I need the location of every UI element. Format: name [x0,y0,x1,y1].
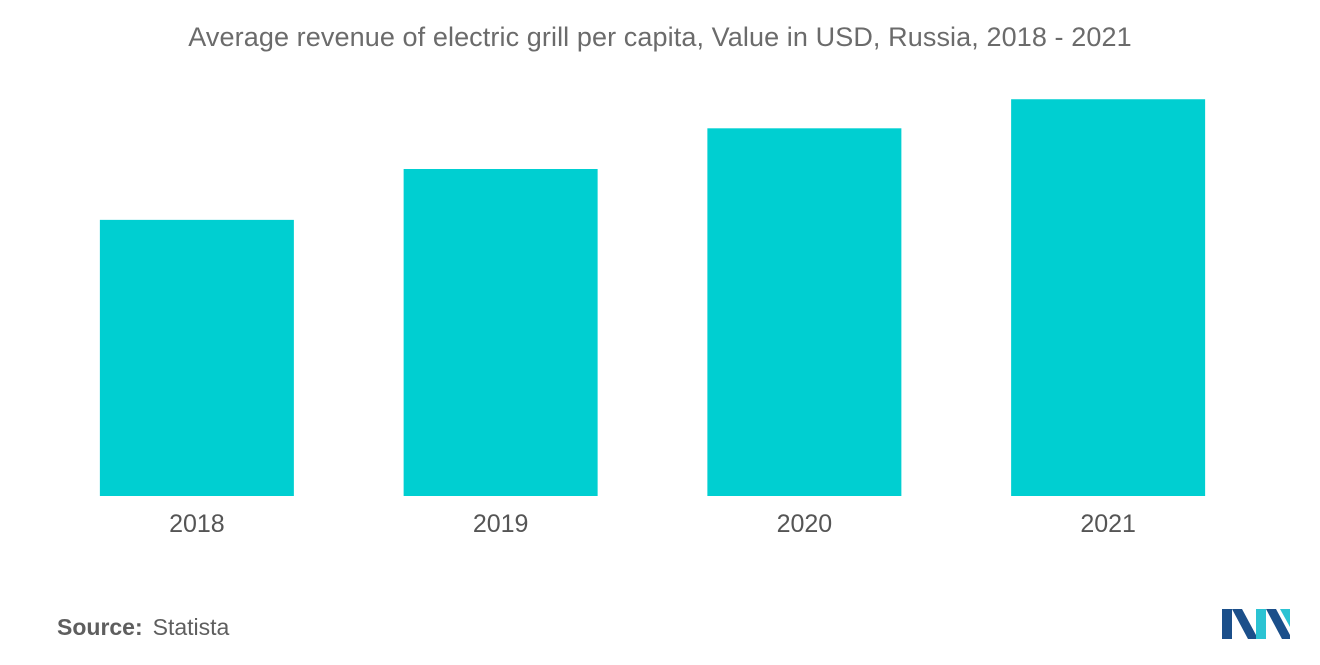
source-note: Source: Statista [57,614,229,641]
bar-chart-svg: 2018 2019 2020 2021 [99,99,1206,538]
bar-2018 [99,219,294,496]
mordor-intelligence-logo-icon [1222,603,1290,639]
bar-2020 [707,128,902,496]
x-tick-label-2019: 2019 [473,510,529,538]
source-label: Source: [57,614,143,640]
bar-chart: 2018 2019 2020 2021 [99,99,1206,538]
bar-2019 [403,169,598,496]
chart-title: Average revenue of electric grill per ca… [188,22,1132,52]
bar-2021 [1011,99,1206,497]
source-value: Statista [152,614,230,640]
logo-mark [1222,609,1290,639]
x-tick-label-2021: 2021 [1080,510,1136,538]
x-tick-label-2020: 2020 [777,510,833,538]
x-tick-label-2018: 2018 [169,510,225,538]
